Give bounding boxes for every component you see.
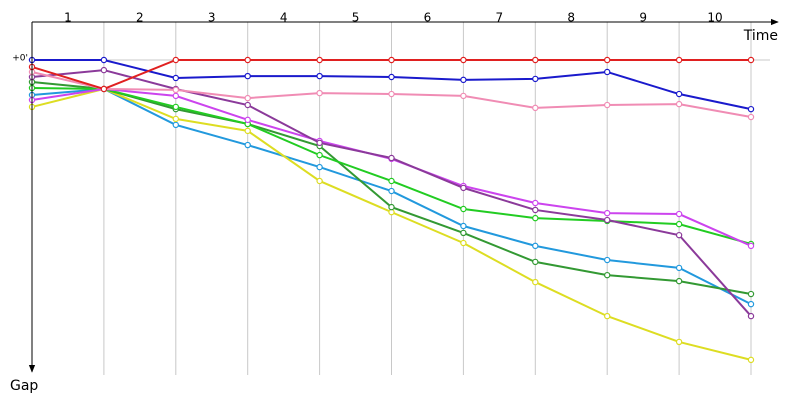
data-point <box>675 56 683 64</box>
data-point <box>460 76 467 84</box>
data-point <box>460 205 467 213</box>
data-point <box>316 151 323 159</box>
data-point <box>532 206 539 214</box>
data-point <box>172 92 179 100</box>
lap-label: 6 <box>424 11 432 25</box>
data-point <box>244 141 251 149</box>
data-point <box>604 256 611 264</box>
data-point <box>388 203 395 211</box>
data-point <box>604 312 611 320</box>
data-point <box>675 100 683 108</box>
data-point <box>460 92 467 100</box>
lap-label: 9 <box>639 11 647 25</box>
data-point <box>532 199 539 207</box>
data-point <box>244 127 251 135</box>
data-point <box>675 264 683 272</box>
data-point <box>747 242 755 250</box>
data-point <box>532 104 539 112</box>
data-point <box>100 66 108 74</box>
data-point <box>460 229 467 237</box>
data-point <box>388 208 395 216</box>
data-point <box>172 74 179 82</box>
x-axis-label: Time <box>743 28 778 44</box>
data-point <box>244 94 251 102</box>
lap-label: 2 <box>136 11 144 25</box>
data-point <box>747 56 755 64</box>
data-point <box>316 89 323 97</box>
data-point <box>316 56 323 64</box>
data-point <box>604 209 611 217</box>
data-point <box>388 187 395 195</box>
plot <box>28 56 755 364</box>
data-point <box>460 56 467 64</box>
data-point <box>460 239 467 247</box>
data-point <box>172 56 179 64</box>
data-point <box>747 290 755 298</box>
lap-label: 4 <box>280 11 288 25</box>
data-point <box>244 72 251 80</box>
data-point <box>244 101 251 109</box>
data-point <box>747 105 755 113</box>
data-point <box>100 85 108 93</box>
data-point <box>244 116 251 124</box>
data-point <box>604 216 611 224</box>
data-point <box>532 75 539 83</box>
data-point <box>747 113 755 121</box>
data-point <box>532 242 539 250</box>
data-point <box>172 86 179 94</box>
data-point <box>172 103 179 111</box>
data-point <box>172 121 179 129</box>
data-point <box>388 177 395 185</box>
y-axis-label: Gap <box>10 378 38 394</box>
data-point <box>675 220 683 228</box>
data-point <box>316 139 323 147</box>
data-point <box>675 90 683 98</box>
data-point <box>388 154 395 162</box>
data-point <box>675 210 683 218</box>
data-point <box>460 184 467 192</box>
data-point <box>388 56 395 64</box>
lap-label: 8 <box>567 11 575 25</box>
data-point <box>747 312 755 320</box>
lap-label: 1 <box>64 11 72 25</box>
data-point <box>675 338 683 346</box>
data-point <box>747 300 755 308</box>
data-point <box>604 271 611 279</box>
data-point <box>316 177 323 185</box>
lap-label: 3 <box>208 11 216 25</box>
y-tick-label: +0' <box>12 54 28 64</box>
data-point <box>532 214 539 222</box>
data-point <box>604 56 611 64</box>
data-point <box>604 101 611 109</box>
data-point <box>675 231 683 239</box>
data-point <box>316 163 323 171</box>
data-point <box>532 56 539 64</box>
data-point <box>316 72 323 80</box>
data-point <box>532 278 539 286</box>
data-point <box>172 115 179 123</box>
lap-label: 5 <box>352 11 360 25</box>
data-point <box>388 90 395 98</box>
lap-label: 7 <box>496 11 504 25</box>
data-point <box>388 73 395 81</box>
data-point <box>100 56 108 64</box>
data-point <box>244 56 251 64</box>
data-point <box>532 258 539 266</box>
data-point <box>675 277 683 285</box>
lap-label: 10 <box>707 11 722 25</box>
data-point <box>460 222 467 230</box>
data-point <box>747 356 755 364</box>
data-point <box>604 68 611 76</box>
